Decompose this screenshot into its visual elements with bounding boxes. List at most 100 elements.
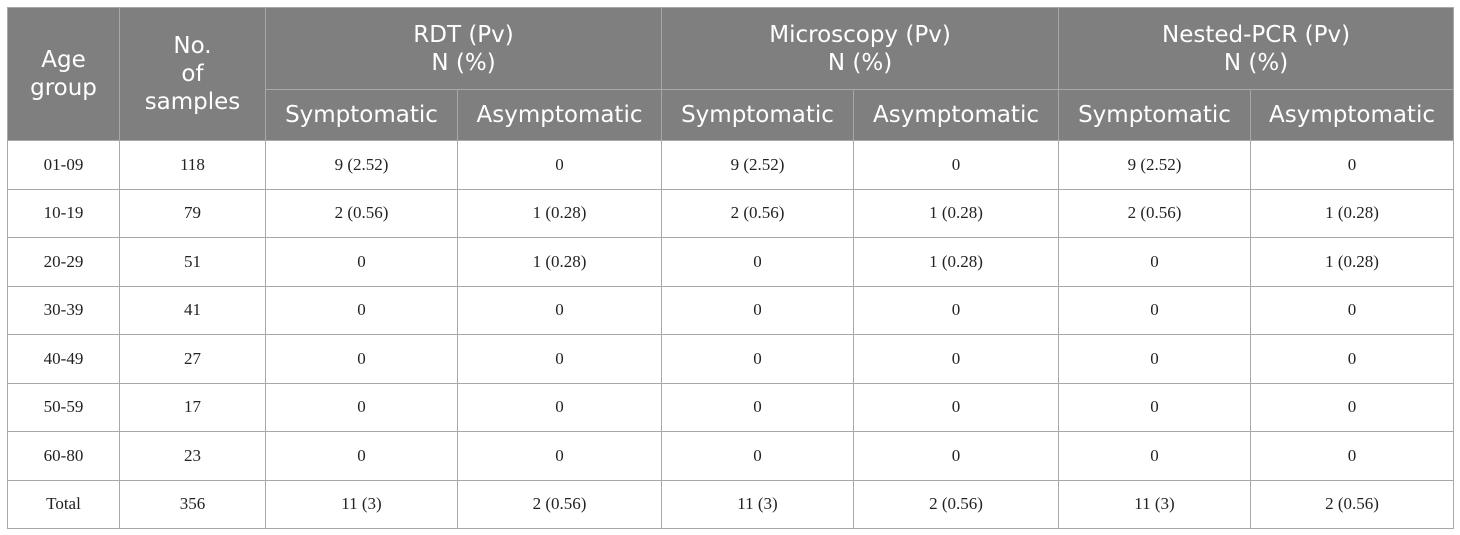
cell-microscopy-asymptomatic: 0 [853, 382, 1060, 432]
table-row: 10-19 79 2 (0.56) 1 (0.28) 2 (0.56) 1 (0.28) 2… [7, 188, 1455, 238]
cell-pcr-symptomatic: 9 (2.52) [1058, 140, 1252, 190]
cell-rdt-symptomatic: 0 [265, 382, 458, 432]
header-microscopy-symptomatic: Symptomatic [661, 89, 855, 141]
cell-rdt-symptomatic: 2 (0.56) [265, 188, 458, 238]
cell-pcr-asymptomatic: 1 (0.28) [1250, 237, 1455, 287]
header-row-sub: Symptomatic Asymptomatic Symptomatic Asy… [8, 89, 1455, 141]
table-row: 50-59 17 0 0 0 0 0 0 [7, 382, 1455, 432]
header-age-group: Age group [7, 7, 120, 141]
table-container: Age group No. of samples RDT (Pv) N (%) … [7, 7, 1455, 529]
cell-age-group: 60-80 [7, 431, 120, 481]
cell-rdt-asymptomatic: 2 (0.56) [456, 479, 663, 529]
cell-microscopy-asymptomatic: 0 [853, 431, 1060, 481]
cell-pcr-symptomatic: 2 (0.56) [1058, 188, 1252, 238]
cell-num-samples: 27 [119, 334, 266, 384]
cell-pcr-symptomatic: 0 [1058, 237, 1252, 287]
cell-rdt-asymptomatic: 0 [456, 334, 663, 384]
header-group-unit: N (%) [1223, 49, 1289, 76]
cell-microscopy-asymptomatic: 1 (0.28) [853, 188, 1060, 238]
cell-rdt-asymptomatic: 0 [456, 382, 663, 432]
cell-microscopy-symptomatic: 11 (3) [661, 479, 855, 529]
header-age-group-line: Age [41, 47, 86, 73]
cell-num-samples: 23 [119, 431, 266, 481]
header-group-unit: N (%) [827, 49, 893, 76]
header-group-rdt: RDT (Pv) N (%) [264, 7, 663, 90]
cell-num-samples: 51 [119, 237, 266, 287]
cell-rdt-symptomatic: 9 (2.52) [265, 140, 458, 190]
cell-microscopy-asymptomatic: 2 (0.56) [853, 479, 1060, 529]
cell-pcr-asymptomatic: 0 [1250, 382, 1455, 432]
header-pcr-symptomatic: Symptomatic [1058, 89, 1252, 141]
cell-microscopy-asymptomatic: 0 [853, 285, 1060, 335]
cell-microscopy-asymptomatic: 1 (0.28) [853, 237, 1060, 287]
cell-pcr-asymptomatic: 0 [1250, 431, 1455, 481]
cell-pcr-asymptomatic: 0 [1250, 334, 1455, 384]
header-microscopy-asymptomatic: Asymptomatic [853, 89, 1060, 141]
cell-pcr-symptomatic: 11 (3) [1058, 479, 1252, 529]
cell-microscopy-symptomatic: 9 (2.52) [661, 140, 855, 190]
header-num-samples: No. of samples [119, 7, 266, 141]
header-group-name: Microscopy (Pv) [769, 21, 951, 48]
header-num-samples-line: of [181, 61, 204, 87]
header-group-name: Nested-PCR (Pv) [1161, 21, 1351, 48]
cell-pcr-asymptomatic: 0 [1250, 140, 1455, 190]
cell-num-samples: 79 [119, 188, 266, 238]
cell-age-group: 10-19 [7, 188, 120, 238]
table-row: 60-80 23 0 0 0 0 0 0 [7, 431, 1455, 481]
cell-microscopy-asymptomatic: 0 [853, 140, 1060, 190]
cell-num-samples: 118 [119, 140, 266, 190]
header-num-samples-line: samples [144, 89, 241, 115]
cell-age-group: 30-39 [7, 285, 120, 335]
header-pcr-asymptomatic: Asymptomatic [1250, 89, 1455, 141]
cell-microscopy-asymptomatic: 0 [853, 334, 1060, 384]
cell-pcr-symptomatic: 0 [1058, 334, 1252, 384]
table-header: Age group No. of samples RDT (Pv) N (%) … [7, 7, 1455, 141]
header-num-samples-line: No. [173, 33, 212, 59]
cell-age-group: 50-59 [7, 382, 120, 432]
header-group-microscopy: Microscopy (Pv) N (%) [661, 7, 1060, 90]
cell-pcr-symptomatic: 0 [1058, 382, 1252, 432]
cell-num-samples: 356 [119, 479, 266, 529]
header-age-group-line: group [30, 75, 97, 101]
cell-pcr-symptomatic: 0 [1058, 285, 1252, 335]
table-row: 30-39 41 0 0 0 0 0 0 [7, 285, 1455, 335]
cell-pcr-symptomatic: 0 [1058, 431, 1252, 481]
cell-rdt-asymptomatic: 1 (0.28) [456, 188, 663, 238]
results-table: Age group No. of samples RDT (Pv) N (%) … [7, 7, 1455, 529]
header-rdt-asymptomatic: Asymptomatic [456, 89, 663, 141]
cell-rdt-asymptomatic: 0 [456, 285, 663, 335]
cell-num-samples: 41 [119, 285, 266, 335]
header-group-nested-pcr: Nested-PCR (Pv) N (%) [1058, 7, 1455, 90]
table-body: 01-09 118 9 (2.52) 0 9 (2.52) 0 9 (2.52) 0 10-19… [7, 140, 1455, 529]
cell-rdt-asymptomatic: 0 [456, 140, 663, 190]
cell-age-group: 20-29 [7, 237, 120, 287]
cell-microscopy-symptomatic: 0 [661, 237, 855, 287]
cell-microscopy-symptomatic: 0 [661, 334, 855, 384]
cell-microscopy-symptomatic: 0 [661, 382, 855, 432]
table-row: 20-29 51 0 1 (0.28) 0 1 (0.28) 0 1 (0.28) [7, 237, 1455, 287]
cell-age-group: 01-09 [7, 140, 120, 190]
table-row: Total 356 11 (3) 2 (0.56) 11 (3) 2 (0.56) 11 (… [7, 479, 1455, 529]
table-row: 40-49 27 0 0 0 0 0 0 [7, 334, 1455, 384]
cell-age-group: Total [7, 479, 120, 529]
header-group-unit: N (%) [431, 49, 496, 76]
cell-rdt-symptomatic: 0 [265, 431, 458, 481]
header-group-name: RDT (Pv) [413, 21, 514, 48]
cell-pcr-asymptomatic: 1 (0.28) [1250, 188, 1455, 238]
cell-rdt-asymptomatic: 1 (0.28) [456, 237, 663, 287]
cell-microscopy-symptomatic: 2 (0.56) [661, 188, 855, 238]
cell-rdt-symptomatic: 11 (3) [265, 479, 458, 529]
cell-pcr-asymptomatic: 2 (0.56) [1250, 479, 1455, 529]
cell-microscopy-symptomatic: 0 [661, 285, 855, 335]
cell-rdt-symptomatic: 0 [265, 285, 458, 335]
cell-rdt-symptomatic: 0 [265, 334, 458, 384]
header-rdt-symptomatic: Symptomatic [265, 89, 458, 141]
cell-microscopy-symptomatic: 0 [661, 431, 855, 481]
header-row-groups: Age group No. of samples RDT (Pv) N (%) … [7, 7, 1455, 141]
cell-age-group: 40-49 [7, 334, 120, 384]
cell-pcr-asymptomatic: 0 [1250, 285, 1455, 335]
table-row: 01-09 118 9 (2.52) 0 9 (2.52) 0 9 (2.52) 0 [7, 140, 1455, 190]
cell-num-samples: 17 [119, 382, 266, 432]
cell-rdt-symptomatic: 0 [265, 237, 458, 287]
cell-rdt-asymptomatic: 0 [456, 431, 663, 481]
